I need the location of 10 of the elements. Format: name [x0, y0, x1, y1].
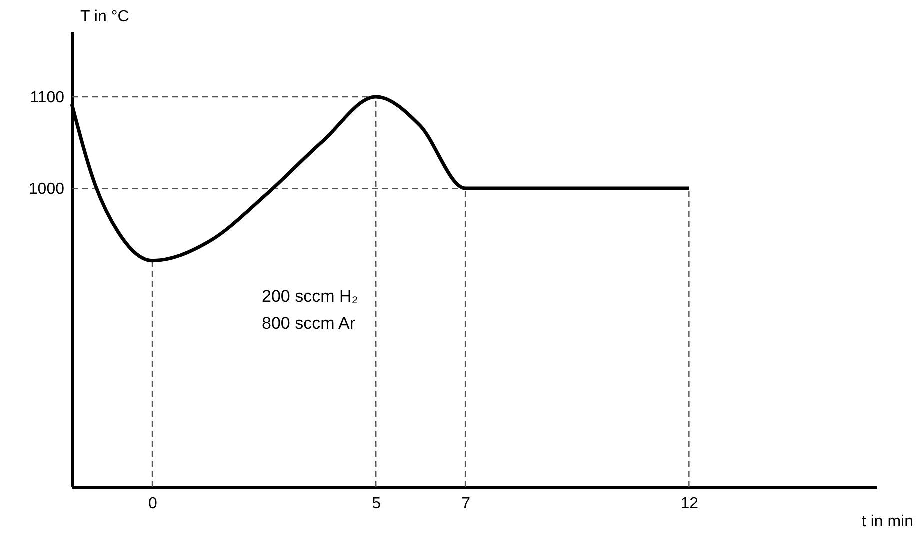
x-tick-label: 0 [148, 496, 158, 512]
y-tick-label: 1100 [30, 90, 65, 106]
y-tick-label: 1000 [28, 181, 65, 198]
y-axis-title: T in °C [80, 8, 130, 26]
annotation: 200 sccm H₂ [262, 287, 358, 306]
x-tick-label: 5 [372, 496, 382, 512]
annotation: 800 sccm Ar [262, 314, 356, 333]
x-tick-label: 12 [680, 496, 699, 512]
x-axis-title: t in min [862, 514, 914, 530]
x-tick-label: 7 [462, 496, 471, 512]
